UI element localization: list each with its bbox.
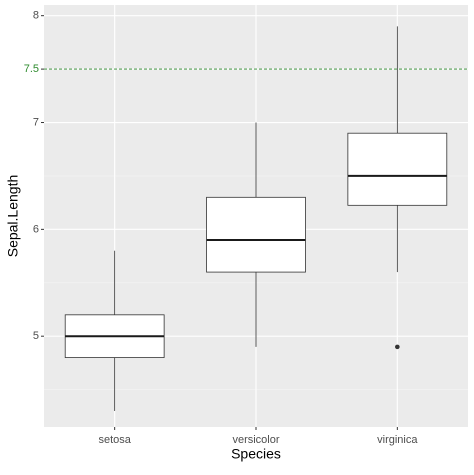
x-axis-title: Species [231, 446, 281, 462]
outlier [395, 344, 400, 350]
x-tick-label: versicolor [232, 434, 279, 446]
box [206, 196, 306, 273]
y-tick-label: 7 [33, 116, 39, 128]
box [347, 132, 448, 206]
x-tick-label: setosa [98, 434, 131, 446]
y-tick-label: 8 [33, 10, 39, 22]
y-tick-label: 6 [33, 223, 39, 235]
y-tick-label: 7.5 [24, 63, 39, 75]
x-tick-label: virginica [377, 434, 418, 446]
y-tick-label: 5 [33, 330, 39, 342]
y-axis-title: Sepal.Length [5, 175, 21, 258]
